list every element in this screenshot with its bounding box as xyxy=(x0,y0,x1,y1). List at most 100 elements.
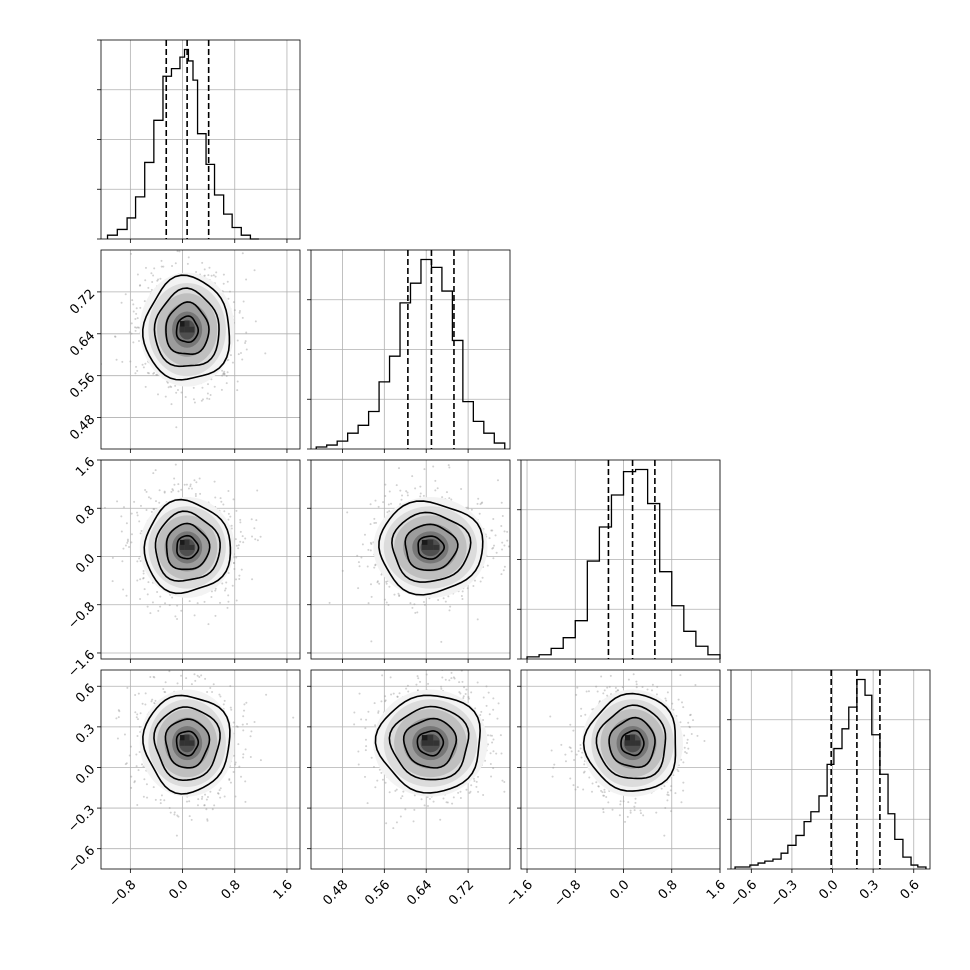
panel-2-peak-0 xyxy=(421,539,428,545)
panel-1-peak-1 xyxy=(184,539,190,545)
panel-1-contour-3 xyxy=(143,498,232,595)
panel-0-contour-2 xyxy=(153,287,220,368)
panel-2-peak-2 xyxy=(427,544,434,550)
panel-5-contour-2 xyxy=(595,704,667,780)
x-tick-label-p1-0: −0.8 xyxy=(106,877,139,910)
panel-1-peak-3 xyxy=(189,544,195,550)
panel-3-frame xyxy=(100,669,301,870)
x-tick-label-p4-0: −0.6 xyxy=(727,877,760,910)
panel-5-contour-1 xyxy=(608,716,656,769)
panel-4-contour-3 xyxy=(374,694,481,794)
panel-2-frame xyxy=(310,459,511,660)
panel-0-peak-3 xyxy=(189,326,195,333)
panel-5-contour-3 xyxy=(582,692,677,792)
panel-1-peak-0 xyxy=(180,539,185,545)
panel-0-peak-0 xyxy=(180,321,185,327)
scatter-panel-1-4 xyxy=(97,669,301,873)
panel-3-contour-1 xyxy=(164,718,211,769)
x-tick-label-p1-2: 0.8 xyxy=(219,877,244,902)
x-tick-label-p4-1: −0.3 xyxy=(768,877,801,910)
panel-2-contour-0 xyxy=(417,535,446,560)
hist-2-step xyxy=(315,258,506,449)
y-tick-label-p3-2: 0.0 xyxy=(73,551,98,576)
x-tick-label-p4-3: 0.3 xyxy=(857,877,882,902)
panel-3-contour-0 xyxy=(175,730,200,757)
hist-panel-4 xyxy=(727,669,931,873)
y-tick-label-p2-2: 0.64 xyxy=(67,328,98,359)
scatter-panel-3-4 xyxy=(517,669,721,873)
hist-panel-3 xyxy=(517,459,721,663)
y-tick-label-p3-3: 0.8 xyxy=(73,503,98,528)
panel-0-contour-1 xyxy=(165,301,210,355)
panel-0-peak-1 xyxy=(184,321,190,327)
y-tick-label-p4-0: −0.6 xyxy=(65,843,98,876)
panel-3-peak-0 xyxy=(180,735,185,741)
panel-0-contour-3 xyxy=(141,274,231,381)
panel-4-peak-2 xyxy=(427,740,434,746)
x-tick-label-p2-1: 0.56 xyxy=(362,877,393,908)
panel-2-contour-3 xyxy=(378,500,484,596)
panel-4-peak-0 xyxy=(421,735,428,741)
panel-3-peak-3 xyxy=(189,740,195,746)
y-tick-label-p4-4: 0.6 xyxy=(73,681,98,706)
panel-5-peak-1 xyxy=(630,735,636,741)
panel-1-contour-2 xyxy=(154,510,221,582)
y-tick-label-p3-0: −1.6 xyxy=(65,648,98,681)
panel-5-peak-3 xyxy=(635,740,641,746)
y-tick-label-p4-1: −0.3 xyxy=(65,803,98,836)
panel-2-peak-3 xyxy=(433,544,439,550)
panel-0-frame xyxy=(100,249,301,450)
x-tick-label-p3-3: 0.8 xyxy=(656,877,681,902)
panel-3-peak-4 xyxy=(180,740,185,746)
panel-2-contour-1 xyxy=(404,523,459,571)
panel-3-contour-2 xyxy=(153,706,221,782)
scatter-panel-1-3 xyxy=(97,459,301,663)
panel-5-frame xyxy=(520,669,721,870)
y-tick-label-p2-0: 0.48 xyxy=(67,412,98,443)
panel-0-contour-0 xyxy=(175,315,200,344)
x-tick-label-p2-2: 0.64 xyxy=(404,877,435,908)
panel-3-peak-2 xyxy=(184,740,190,746)
hist-4-step xyxy=(734,678,927,869)
panel-3-peak-1 xyxy=(184,735,190,741)
x-tick-label-p3-1: −0.8 xyxy=(551,877,584,910)
x-tick-label-p4-2: 0.0 xyxy=(816,877,841,902)
x-tick-label-p1-1: 0.0 xyxy=(166,877,191,902)
panel-1-contour-0 xyxy=(176,534,200,560)
panel-2-contour-2 xyxy=(391,511,472,583)
panel-1-peak-4 xyxy=(180,544,185,550)
panel-5-peak-4 xyxy=(624,740,631,746)
x-tick-label-p1-3: 1.6 xyxy=(271,877,296,902)
panel-0-peak-4 xyxy=(180,326,185,333)
panel-3-contour-3 xyxy=(142,694,231,795)
panel-4-frame xyxy=(310,669,511,870)
hist-1-step xyxy=(106,48,259,240)
panel-4-contour-2 xyxy=(388,705,470,781)
y-tick-label-p3-1: −0.8 xyxy=(65,599,98,632)
panel-4-contour-1 xyxy=(402,717,458,769)
panel-4-peak-1 xyxy=(427,735,434,741)
scatter-panel-2-3 xyxy=(307,459,511,663)
hist-3-step xyxy=(526,468,721,659)
panel-2-peak-1 xyxy=(427,539,434,545)
x-tick-label-p4-4: 0.6 xyxy=(898,877,923,902)
x-tick-label-p3-0: −1.6 xyxy=(503,877,536,910)
x-tick-label-p3-4: 1.6 xyxy=(704,877,729,902)
hist-panel-1 xyxy=(97,39,301,243)
panel-4-contour-0 xyxy=(416,730,445,757)
x-tick-label-p2-3: 0.72 xyxy=(446,877,477,908)
panel-4-peak-3 xyxy=(433,740,439,746)
panel-1-peak-2 xyxy=(184,544,190,550)
panel-2-peak-4 xyxy=(421,544,428,550)
panel-4-peak-4 xyxy=(421,740,428,746)
y-tick-label-p2-1: 0.56 xyxy=(67,370,98,401)
panel-5-contour-0 xyxy=(620,729,645,757)
panel-5-peak-2 xyxy=(630,740,636,746)
y-tick-label-p4-2: 0.0 xyxy=(73,762,98,787)
panel-0-peak-2 xyxy=(184,326,190,333)
scatter-panel-1-2 xyxy=(97,249,301,453)
x-tick-label-p2-0: 0.48 xyxy=(320,877,351,908)
y-tick-label-p3-4: 1.6 xyxy=(73,455,98,480)
panel-1-frame xyxy=(100,459,301,660)
